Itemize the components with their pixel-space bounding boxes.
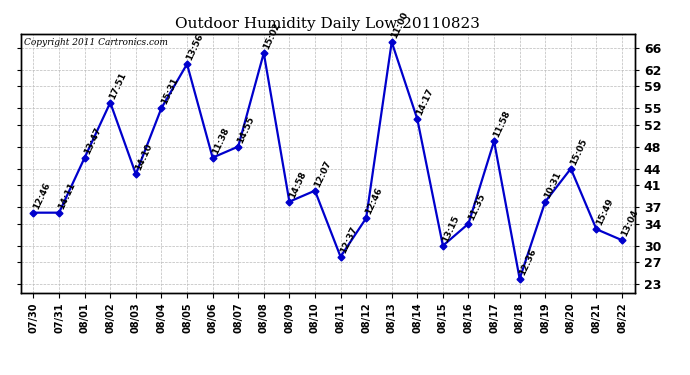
Text: 11:58: 11:58 xyxy=(492,110,512,139)
Text: Copyright 2011 Cartronics.com: Copyright 2011 Cartronics.com xyxy=(23,38,168,46)
Text: 14:55: 14:55 xyxy=(236,115,256,145)
Text: 15:31: 15:31 xyxy=(159,76,179,106)
Text: 10:31: 10:31 xyxy=(543,170,563,200)
Text: 12:46: 12:46 xyxy=(31,181,52,211)
Text: 14:11: 14:11 xyxy=(57,181,77,211)
Text: 12:46: 12:46 xyxy=(364,186,384,216)
Text: 12:07: 12:07 xyxy=(313,159,333,189)
Text: 15:49: 15:49 xyxy=(594,197,615,227)
Text: 15:02: 15:02 xyxy=(262,21,282,51)
Text: 13:15: 13:15 xyxy=(441,214,461,244)
Text: 14:10: 14:10 xyxy=(134,142,154,172)
Text: 11:35: 11:35 xyxy=(466,192,486,222)
Text: 13:56: 13:56 xyxy=(185,32,205,62)
Text: 13:04: 13:04 xyxy=(620,209,640,238)
Text: 11:00: 11:00 xyxy=(390,10,410,40)
Text: 12:36: 12:36 xyxy=(518,247,538,277)
Text: 11:38: 11:38 xyxy=(210,126,230,156)
Text: 13:47: 13:47 xyxy=(83,126,103,156)
Text: 14:17: 14:17 xyxy=(415,87,435,117)
Text: 14:58: 14:58 xyxy=(287,170,308,200)
Text: 12:37: 12:37 xyxy=(338,225,359,255)
Title: Outdoor Humidity Daily Low 20110823: Outdoor Humidity Daily Low 20110823 xyxy=(175,17,480,31)
Text: 17:51: 17:51 xyxy=(108,71,128,100)
Text: 15:05: 15:05 xyxy=(569,137,589,167)
